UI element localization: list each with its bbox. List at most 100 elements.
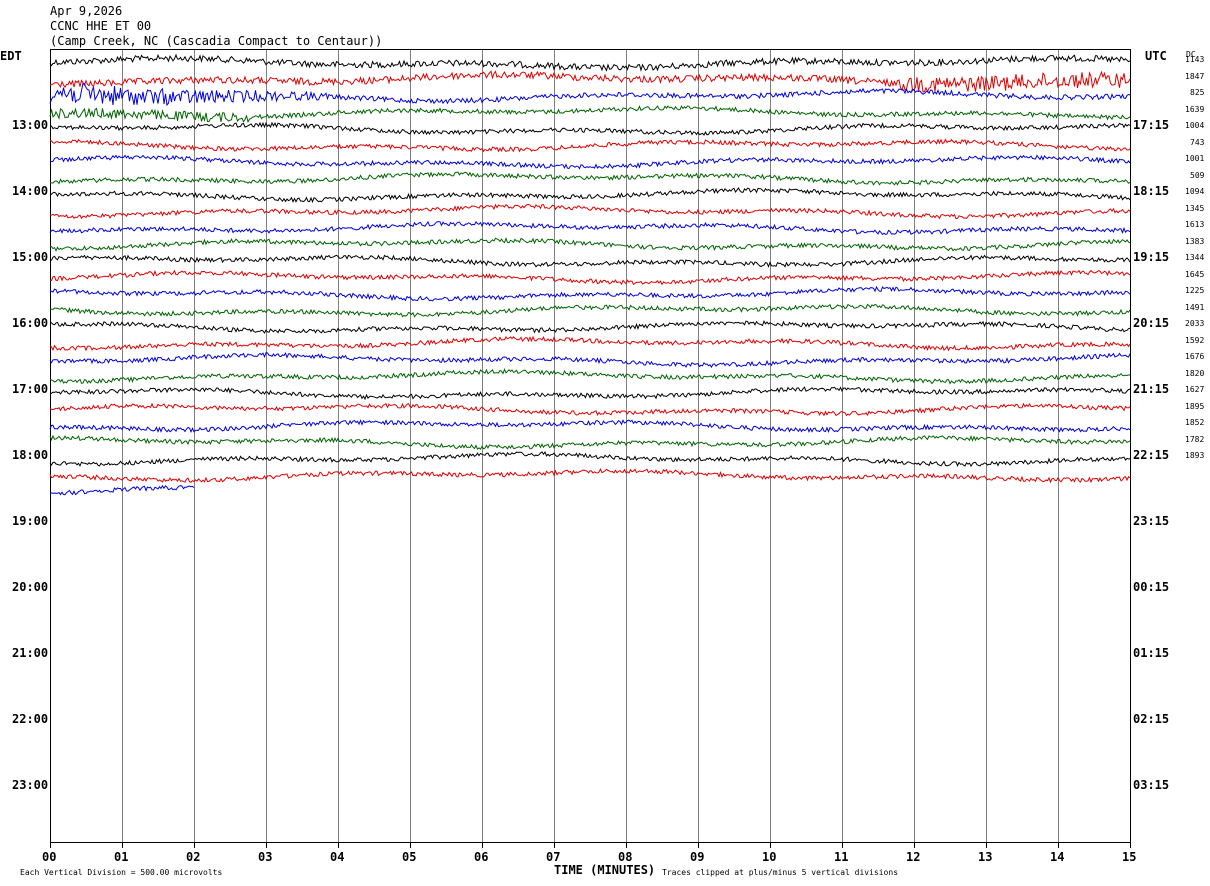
dc-offset-label: 1639 — [1185, 104, 1205, 114]
seismic-trace-black — [49, 386, 1131, 401]
right-hour-label: 22:15 — [1133, 448, 1170, 462]
seismic-trace-green — [49, 171, 1131, 186]
x-tick-label: 07 — [546, 850, 561, 864]
seismic-trace-green — [49, 105, 1131, 123]
right-hour-label: 02:15 — [1133, 712, 1170, 726]
dc-offset-label: 1893 — [1185, 451, 1205, 460]
right-hour-label: 21:15 — [1133, 382, 1170, 396]
left-hour-label: 21:00 — [12, 646, 49, 660]
x-tick-label: 14 — [1050, 850, 1065, 864]
left-hour-label: 15:00 — [12, 250, 49, 264]
seismic-trace-blue — [49, 419, 1131, 434]
plot-frame — [50, 49, 1131, 843]
seismic-trace-red — [49, 203, 1131, 220]
seismic-trace-green — [49, 368, 1131, 385]
right-hour-label: 01:15 — [1133, 646, 1170, 660]
right-hour-label: 03:15 — [1133, 778, 1170, 792]
dc-offset-label: 1852 — [1185, 418, 1205, 427]
seismic-trace-black — [49, 254, 1131, 268]
seismic-trace-green — [49, 434, 1131, 450]
left-hour-label: 16:00 — [12, 316, 49, 330]
left-hour-label: 14:00 — [12, 184, 49, 198]
x-tick-label: 10 — [762, 850, 777, 864]
seismic-trace-red — [49, 335, 1131, 352]
dc-offset-label: 1225 — [1185, 286, 1205, 295]
seismic-trace-blue — [49, 351, 1131, 369]
right-hour-label: 20:15 — [1133, 316, 1170, 330]
seismic-trace-green — [49, 303, 1131, 318]
left-hour-label: 18:00 — [12, 448, 49, 462]
dc-offset-label: 1895 — [1185, 401, 1205, 411]
dc-offset-label: 1613 — [1185, 220, 1205, 229]
x-tick-label: 12 — [906, 850, 921, 864]
plot-date: Apr 9,2026 — [50, 4, 123, 18]
dc-offset-label: 509 — [1190, 170, 1205, 180]
seismic-trace-black — [49, 451, 1131, 468]
right-hour-label: 18:15 — [1133, 184, 1170, 198]
dc-offset-label: 1383 — [1185, 236, 1205, 246]
left-hour-label: 17:00 — [12, 382, 49, 396]
seismic-trace-blue — [49, 220, 1131, 236]
seismic-trace-blue — [49, 154, 1131, 170]
x-tick-label: 13 — [978, 850, 993, 864]
left-hour-label: 22:00 — [12, 712, 49, 726]
x-tick-label: 02 — [186, 850, 201, 864]
x-tick-label: 11 — [834, 850, 849, 864]
seismic-trace-red — [49, 468, 1131, 484]
left-hour-label: 13:00 — [12, 118, 49, 132]
dc-offset-label: 743 — [1190, 137, 1205, 147]
x-tick-label: 05 — [402, 850, 417, 864]
dc-offset-label: 2033 — [1185, 319, 1205, 328]
seismic-trace-black — [49, 187, 1131, 204]
x-tick-label: 09 — [690, 850, 705, 864]
seismic-trace-blue — [49, 285, 1131, 302]
right-hour-label: 23:15 — [1133, 514, 1170, 528]
dc-offset-label: 1627 — [1185, 385, 1205, 394]
seismic-trace-black — [49, 121, 1131, 136]
x-axis-title: TIME (MINUTES) — [554, 863, 656, 877]
station-code: CCNC HHE ET 00 — [50, 19, 152, 33]
left-hour-label: 19:00 — [12, 514, 49, 528]
station-location: (Camp Creek, NC (Cascadia Compact to Cen… — [50, 34, 383, 48]
dc-offset-label: 1004 — [1185, 121, 1205, 130]
dc-offset-label: 1001 — [1185, 154, 1205, 163]
dc-offset-label: 1676 — [1185, 352, 1205, 361]
right-hour-label: 00:15 — [1133, 580, 1170, 594]
left-timezone-label: EDT — [0, 49, 22, 63]
right-timezone-label: UTC — [1145, 49, 1167, 63]
seismic-trace-red — [49, 70, 1131, 94]
seismic-trace-blue — [49, 82, 1131, 107]
x-tick-label: 04 — [330, 850, 345, 864]
dc-offset-label: 1782 — [1185, 434, 1205, 444]
seismic-trace-red — [49, 402, 1131, 417]
seismic-trace-black — [49, 53, 1131, 72]
right-hour-label: 19:15 — [1133, 250, 1170, 264]
dc-offset-label: 1143 — [1185, 55, 1205, 64]
dc-offset-label: 1345 — [1185, 203, 1205, 213]
seismic-trace-red — [50, 269, 1131, 286]
x-tick-label: 06 — [474, 850, 489, 864]
right-hour-label: 17:15 — [1133, 118, 1170, 132]
clip-note: Traces clipped at plus/minus 5 vertical … — [662, 868, 899, 877]
seismic-trace-black — [49, 319, 1131, 334]
dc-offset-label: 1820 — [1185, 368, 1205, 378]
seismic-trace-red — [49, 138, 1131, 153]
x-tick-label: 01 — [114, 850, 129, 864]
left-hour-label: 23:00 — [12, 778, 49, 792]
dc-offset-label: 1491 — [1185, 302, 1205, 312]
x-tick-label: 00 — [42, 850, 57, 864]
scale-note: Each Vertical Division = 500.00 microvol… — [20, 868, 223, 877]
dc-offset-label: 1592 — [1185, 335, 1205, 345]
dc-offset-label: 1645 — [1185, 269, 1205, 279]
x-tick-label: 03 — [258, 850, 273, 864]
seismic-trace-green — [50, 237, 1131, 252]
x-tick-label: 15 — [1122, 850, 1137, 864]
dc-offset-label: 1094 — [1185, 187, 1205, 196]
seismic-trace-blue — [49, 484, 195, 496]
left-hour-label: 20:00 — [12, 580, 49, 594]
dc-offset-label: 825 — [1190, 88, 1205, 97]
dc-column-label: DC — [1186, 50, 1196, 59]
dc-offset-label: 1344 — [1185, 253, 1205, 262]
x-tick-label: 08 — [618, 850, 633, 864]
